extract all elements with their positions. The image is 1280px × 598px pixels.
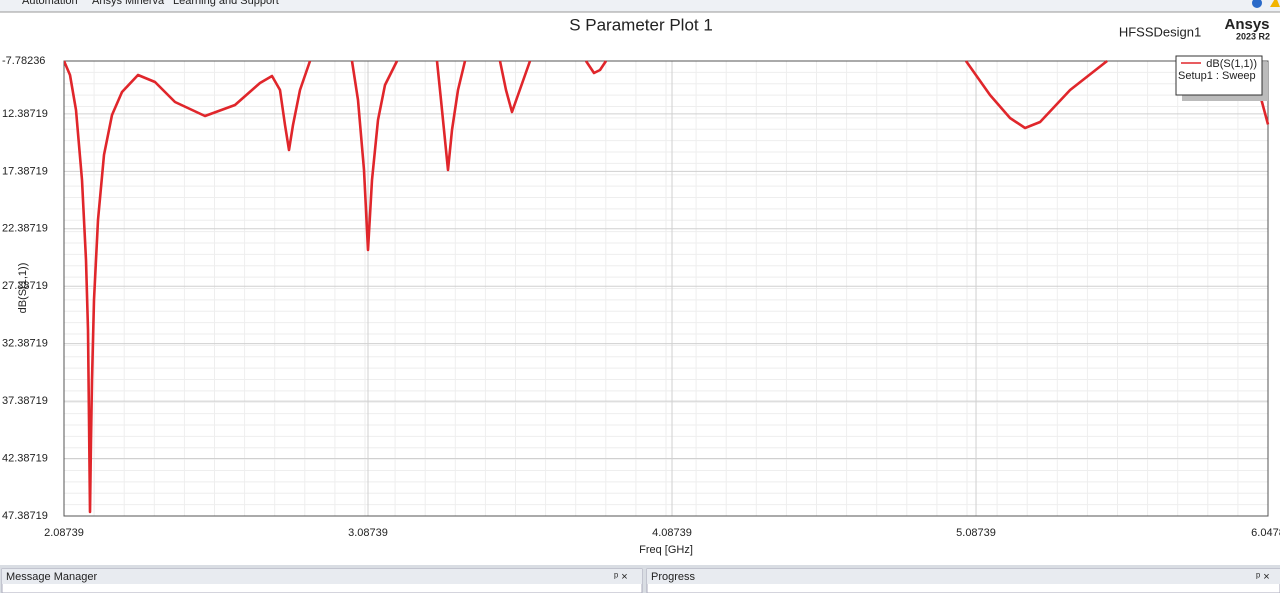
y-tick-label: 27.38719 <box>2 280 48 292</box>
panel-title: Progress <box>651 571 696 583</box>
y-tick-label: -7.78236 <box>2 55 45 67</box>
legend-box <box>1175 55 1263 96</box>
warning-icon[interactable] <box>1270 0 1280 7</box>
x-tick-label: 2.08739 <box>44 527 84 539</box>
panel-header <box>2 569 642 584</box>
y-tick-label: 17.38719 <box>2 165 48 177</box>
brand-name: Ansys <box>1224 16 1269 33</box>
help-icon[interactable] <box>1252 0 1262 8</box>
y-tick-label: 42.38719 <box>2 452 48 464</box>
menu-item[interactable]: Ansys Minerva <box>92 0 165 7</box>
panel-close[interactable]: ᵖ × <box>1256 571 1270 583</box>
y-axis-label: dB(S(1,1)) <box>17 263 29 314</box>
x-tick-label: 6.0478 <box>1251 527 1280 539</box>
x-tick-label: 3.08739 <box>348 527 388 539</box>
legend-label: dB(S(1,1)) <box>1206 58 1257 70</box>
design-name: HFSSDesign1 <box>1119 24 1201 39</box>
menu-item[interactable]: Automation <box>22 0 78 7</box>
plot-frame <box>63 60 1269 517</box>
panel-title: Message Manager <box>6 571 97 583</box>
x-tick-label: 4.08739 <box>652 527 692 539</box>
x-tick-label: 5.08739 <box>956 527 996 539</box>
x-axis-label: Freq [GHz] <box>639 544 693 556</box>
y-tick-label: 22.38719 <box>2 223 48 235</box>
chart-title: S Parameter Plot 1 <box>569 15 713 34</box>
brand-version: 2023 R2 <box>1236 31 1270 41</box>
plot-area: -7.78236 12.38719 17.38719 22.38719 27.38719… <box>2 55 1280 539</box>
series-line <box>64 60 1270 514</box>
panel-header <box>647 569 1280 584</box>
panel-close[interactable]: ᵖ × <box>614 571 628 583</box>
menu-bar <box>0 0 1280 12</box>
legend-subtitle: Setup1 : Sweep <box>1178 70 1256 82</box>
legend: dB(S(1,1))Setup1 : Sweep <box>1175 55 1268 101</box>
y-tick-label: 47.38719 <box>2 510 48 522</box>
y-tick-label: 32.38719 <box>2 338 48 350</box>
y-tick-label: 12.38719 <box>2 108 48 120</box>
y-tick-label: 37.38719 <box>2 395 48 407</box>
menu-item[interactable]: Learning and Support <box>173 0 279 7</box>
